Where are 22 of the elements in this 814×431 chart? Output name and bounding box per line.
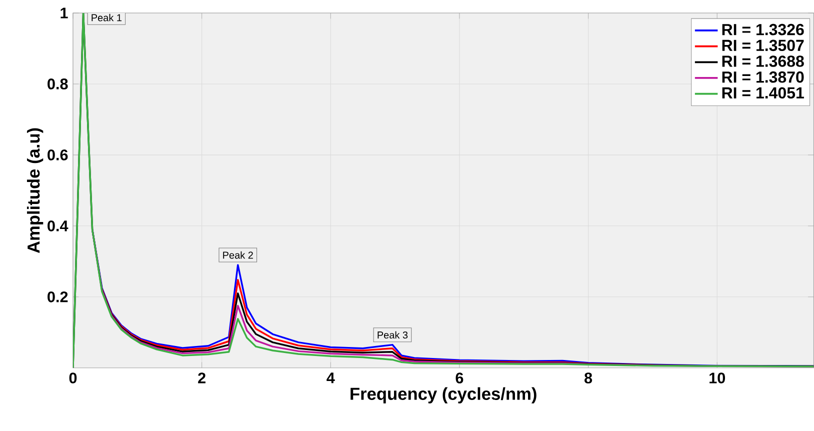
y-tick-label: 0.4	[48, 220, 68, 232]
annotation: Peak 1	[92, 14, 122, 22]
y-tick-label: 1	[60, 8, 68, 18]
legend-label: RI = 1.3688	[722, 56, 804, 68]
x-tick-label: 8	[584, 372, 592, 384]
legend-label: RI = 1.3870	[722, 71, 804, 83]
y-tick-label: 0.8	[48, 78, 68, 90]
x-tick-label: 2	[198, 372, 206, 384]
legend-label: RI = 1.4051	[722, 87, 804, 99]
y-tick-label: 0.2	[48, 292, 68, 302]
x-axis-title: Frequency (cycles/nm)	[350, 387, 536, 404]
legend-label: RI = 1.3326	[722, 24, 804, 36]
y-axis-title: Amplitude (a.u)	[26, 128, 44, 254]
legend-label: RI = 1.3507	[722, 40, 804, 52]
x-tick-label: 10	[710, 372, 726, 384]
annotation: Peak 2	[223, 251, 253, 259]
annotation: Peak 3	[378, 331, 408, 339]
line-series	[72, 13, 814, 368]
x-tick-label: 4	[326, 372, 335, 384]
x-tick-label: 0	[69, 372, 77, 384]
x-tick-label: 6	[456, 372, 464, 384]
y-tick-label: 0.6	[48, 150, 68, 160]
